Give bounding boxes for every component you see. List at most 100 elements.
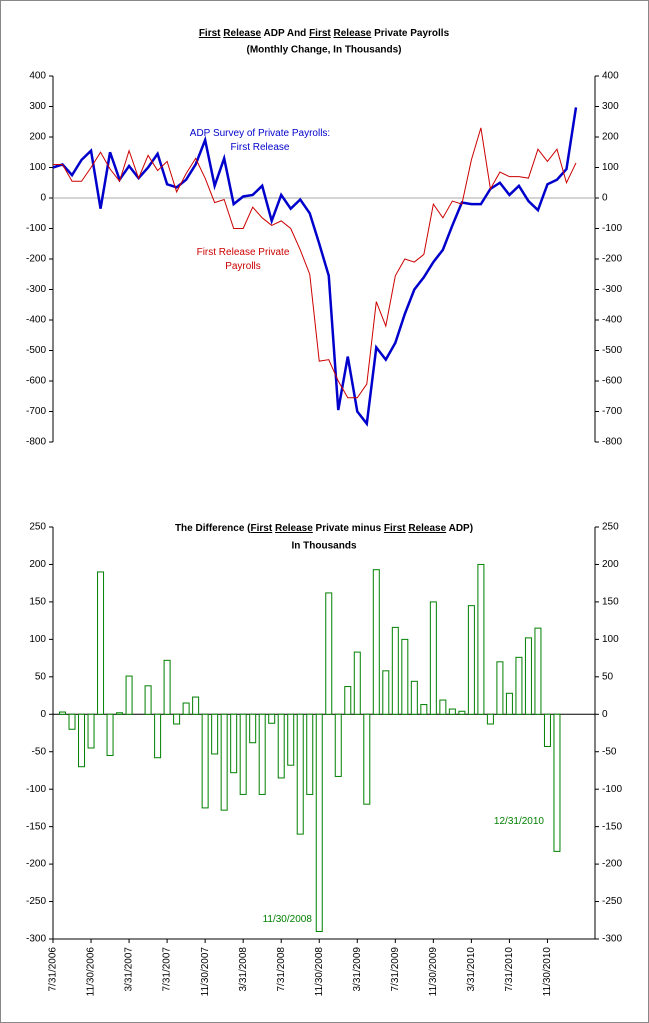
title-part: Release	[275, 523, 313, 534]
x-tick-label: 7/31/2008	[276, 947, 287, 992]
y2-tick-label: -200	[602, 859, 622, 870]
chart-subtitle: (Monthly Change, In Thousands)	[247, 45, 402, 56]
bar	[372, 569, 380, 715]
bar	[154, 713, 162, 759]
y2-tick-label: -100	[602, 784, 622, 795]
annotation: 12/31/2010	[494, 816, 544, 827]
bar	[268, 713, 276, 724]
y2-tick-label: -250	[602, 896, 622, 907]
x-tick-label: 7/31/2010	[504, 947, 515, 992]
bar	[125, 675, 133, 715]
x-tick-label: 7/31/2007	[162, 947, 173, 992]
y2-tick-label: 100	[602, 634, 619, 645]
bar	[220, 713, 228, 811]
bar	[106, 713, 114, 756]
bar	[239, 713, 247, 795]
x-tick-label: 11/30/2008	[314, 947, 325, 997]
title-part: The Difference (	[175, 523, 251, 534]
bar	[192, 696, 200, 715]
x-tick-label: 11/30/2010	[542, 947, 553, 997]
bar	[344, 686, 352, 715]
bar	[391, 626, 399, 715]
series-label-line: First Release Private	[197, 247, 290, 258]
series-label-line: Payrolls	[225, 261, 261, 272]
x-tick-label: 3/31/2009	[352, 947, 363, 992]
title-part: Release	[334, 28, 372, 39]
y-tick-label: 0	[40, 193, 46, 204]
bar	[353, 651, 361, 715]
bar	[173, 713, 181, 725]
bar	[505, 692, 513, 715]
y-tick-label: 200	[29, 559, 46, 570]
bar	[182, 702, 190, 715]
x-tick-label: 7/31/2009	[390, 947, 401, 992]
bar	[287, 713, 295, 766]
y2-tick-label: 0	[602, 709, 608, 720]
title-part: Private minus	[313, 523, 384, 534]
y-tick-label: -50	[32, 746, 47, 757]
bar	[382, 670, 390, 715]
y-tick-label: -250	[26, 896, 46, 907]
y-tick-label: -100	[26, 223, 46, 234]
title-part: First	[199, 28, 221, 39]
bar	[534, 627, 542, 715]
bar	[363, 713, 371, 805]
x-tick-label: 3/31/2007	[124, 947, 135, 992]
x-tick-label: 11/30/2009	[428, 947, 439, 997]
x-tick-label: 3/31/2010	[466, 947, 477, 992]
bar	[201, 713, 209, 809]
y-tick-label: 250	[29, 522, 46, 533]
title-part: First	[309, 28, 331, 39]
series-label-line: First Release	[231, 142, 290, 153]
y-tick-label: -400	[26, 315, 46, 326]
x-tick-label: 11/30/2006	[86, 947, 97, 997]
y-tick-label: -300	[26, 284, 46, 295]
y2-tick-label: 300	[602, 101, 619, 112]
y-tick-label: -700	[26, 406, 46, 417]
bar	[401, 638, 409, 715]
bar	[467, 605, 475, 715]
y-tick-label: -500	[26, 345, 46, 356]
bar	[334, 713, 342, 777]
bar	[230, 713, 238, 774]
title-part: Private Payrolls	[371, 28, 449, 39]
bar	[296, 713, 304, 835]
y2-tick-label: 250	[602, 522, 619, 533]
y-tick-label: -150	[26, 821, 46, 832]
x-tick-label: 11/30/2007	[200, 947, 211, 997]
y2-tick-label: 200	[602, 132, 619, 143]
bar	[439, 699, 447, 715]
series-line	[52, 107, 578, 427]
y-tick-label: 100	[29, 162, 46, 173]
series-line	[53, 127, 577, 399]
bar	[429, 601, 437, 715]
y2-tick-label: 200	[602, 559, 619, 570]
bar	[553, 713, 561, 852]
y2-tick-label: 100	[602, 162, 619, 173]
bar	[543, 713, 551, 747]
y-tick-label: 200	[29, 132, 46, 143]
bar	[59, 711, 67, 715]
title-part: First	[384, 523, 406, 534]
chart-title: First Release ADP And First Release Priv…	[199, 28, 450, 39]
bar	[486, 713, 494, 725]
title-part: First	[251, 523, 273, 534]
bar	[458, 710, 466, 715]
y2-tick-label: -600	[602, 376, 622, 387]
y2-tick-label: -500	[602, 345, 622, 356]
title-part: Release	[223, 28, 261, 39]
series-label: First Release Private Payrolls	[197, 247, 290, 272]
title-part: ADP And	[261, 28, 309, 39]
series-label: ADP Survey of Private Payrolls: First Rel…	[190, 128, 330, 153]
y2-tick-label: 50	[602, 671, 614, 682]
bar	[306, 713, 314, 795]
bar	[68, 713, 76, 730]
y2-tick-label: 0	[602, 193, 608, 204]
bar	[515, 656, 523, 715]
bar	[78, 713, 86, 768]
title-part: Release	[408, 523, 446, 534]
y-tick-label: 50	[35, 671, 47, 682]
bar	[410, 680, 418, 715]
